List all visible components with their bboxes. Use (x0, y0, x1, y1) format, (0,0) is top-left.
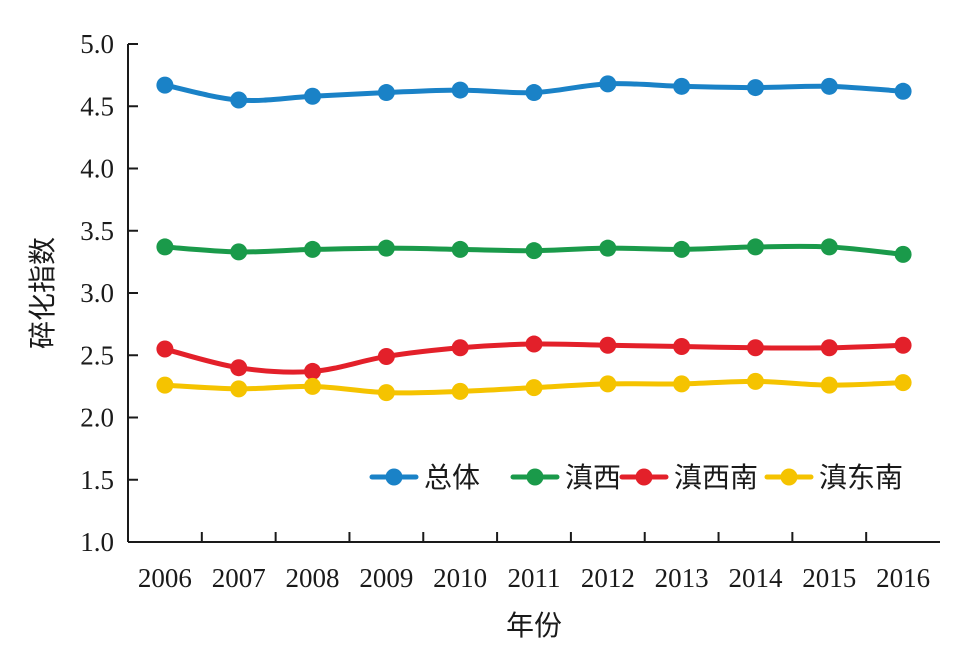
y-tick-label: 3.0 (80, 278, 114, 308)
data-point (230, 380, 248, 398)
data-point (599, 239, 617, 257)
data-point (599, 375, 617, 393)
x-tick-label: 2014 (728, 563, 783, 593)
data-point (304, 362, 322, 380)
y-tick-label: 1.5 (80, 465, 114, 495)
x-tick-label: 2013 (655, 563, 709, 593)
data-point (673, 375, 691, 393)
x-tick-label: 2008 (286, 563, 340, 593)
data-point (377, 347, 395, 365)
data-point (820, 376, 838, 394)
data-point (230, 359, 248, 377)
x-tick-label: 2011 (508, 563, 561, 593)
series-3 (156, 372, 912, 402)
data-point (377, 84, 395, 102)
legend-item: 滇西南 (619, 462, 758, 494)
y-tick-label: 4.5 (80, 91, 114, 121)
x-tick-label: 2012 (581, 563, 635, 593)
y-tick-label: 2.0 (80, 403, 114, 433)
data-point (820, 339, 838, 357)
data-point (525, 242, 543, 260)
data-point (230, 243, 248, 261)
legend-item: 滇西 (510, 462, 621, 494)
data-point (451, 339, 469, 357)
data-point (525, 84, 543, 102)
legend-label: 滇西南 (674, 462, 758, 494)
series-group (156, 75, 912, 402)
data-point (156, 340, 174, 358)
legend-marker (780, 468, 798, 486)
y-tick-label: 3.5 (80, 216, 114, 246)
data-point (451, 240, 469, 258)
legend-label: 滇东南 (819, 462, 903, 494)
x-tick-label: 2007 (212, 563, 266, 593)
data-point (820, 238, 838, 256)
legend: 总体 滇西 滇西南 滇东南 (369, 462, 903, 494)
legend-marker (385, 468, 403, 486)
x-tick-label: 2009 (359, 563, 413, 593)
x-tick-label: 2015 (802, 563, 856, 593)
legend-label: 滇西 (565, 462, 621, 494)
data-point (894, 336, 912, 354)
data-point (673, 338, 691, 356)
legend-item: 滇东南 (764, 462, 903, 494)
x-tick-label: 2010 (433, 563, 487, 593)
data-point (894, 374, 912, 392)
data-point (377, 239, 395, 257)
data-point (820, 77, 838, 95)
data-point (304, 87, 322, 105)
data-point (894, 82, 912, 100)
data-point (156, 76, 174, 94)
x-tick-label: 2016 (876, 563, 930, 593)
data-point (525, 379, 543, 397)
data-point (156, 376, 174, 394)
x-axis-title: 年份 (506, 610, 562, 642)
data-point (599, 75, 617, 93)
legend-marker (635, 468, 653, 486)
y-tick-label: 2.5 (80, 340, 114, 370)
y-tick-label: 5.0 (80, 29, 114, 59)
series-2 (156, 335, 912, 380)
y-ticks: 1.0 1.5 2.0 2.5 3.0 3.5 4.0 4.5 5.0 (80, 29, 138, 557)
legend-item: 总体 (369, 462, 480, 494)
data-point (746, 238, 764, 256)
legend-label: 总体 (424, 462, 480, 494)
data-point (451, 382, 469, 400)
data-point (156, 238, 174, 256)
data-point (599, 336, 617, 354)
data-point (525, 335, 543, 353)
data-point (894, 245, 912, 263)
x-ticks: 2006 2007 2008 2009 2010 2011 2012 2013 2014 2015… (138, 532, 930, 593)
data-point (746, 372, 764, 390)
y-tick-label: 4.0 (80, 154, 114, 184)
data-point (377, 384, 395, 402)
data-point (230, 91, 248, 109)
data-point (304, 240, 322, 258)
legend-marker (526, 468, 544, 486)
x-tick-label: 2006 (138, 563, 192, 593)
y-tick-label: 1.0 (80, 527, 114, 557)
series-1 (156, 238, 912, 263)
y-axis-title: 碎化指数 (27, 237, 59, 349)
data-point (451, 81, 469, 99)
data-point (304, 377, 322, 395)
data-point (746, 79, 764, 97)
series-0 (156, 75, 912, 109)
data-point (673, 240, 691, 258)
data-point (746, 339, 764, 357)
data-point (673, 77, 691, 95)
